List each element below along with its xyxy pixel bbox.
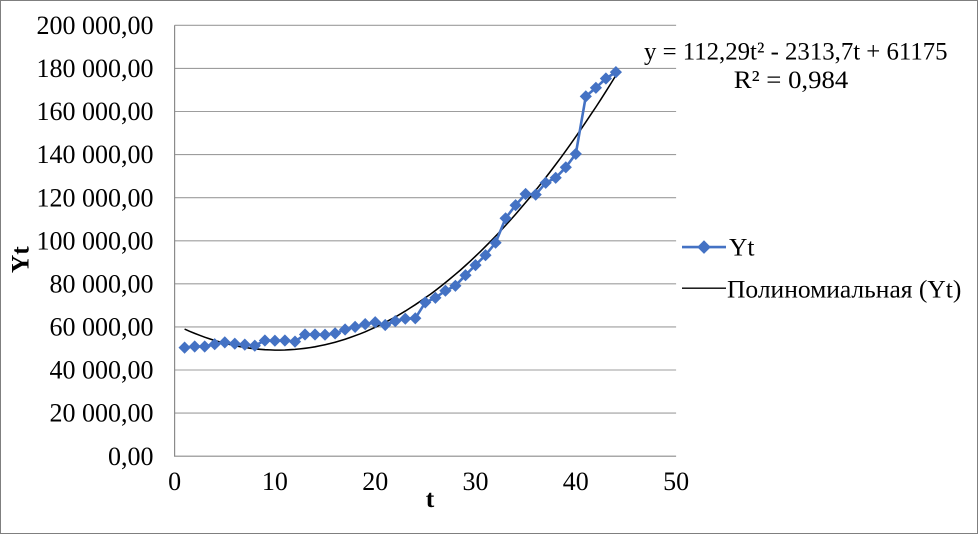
svg-text:20 000,00: 20 000,00: [50, 399, 154, 428]
svg-text:40 000,00: 40 000,00: [50, 356, 154, 385]
svg-text:180 000,00: 180 000,00: [37, 54, 154, 83]
svg-text:t: t: [426, 484, 435, 513]
svg-text:Yt: Yt: [729, 233, 755, 262]
svg-text:0: 0: [168, 467, 181, 496]
svg-text:50: 50: [663, 467, 689, 496]
svg-text:160 000,00: 160 000,00: [37, 97, 154, 126]
svg-text:60 000,00: 60 000,00: [50, 313, 154, 342]
svg-text:Полиномиальная (Yt): Полиномиальная (Yt): [727, 274, 961, 303]
svg-text:30: 30: [463, 467, 489, 496]
svg-text:10: 10: [262, 467, 288, 496]
svg-text:140 000,00: 140 000,00: [37, 140, 154, 169]
svg-text:80 000,00: 80 000,00: [50, 269, 154, 298]
svg-text:20: 20: [362, 467, 388, 496]
svg-text:120 000,00: 120 000,00: [37, 183, 154, 212]
svg-text:Yt: Yt: [6, 246, 35, 273]
svg-text:200 000,00: 200 000,00: [37, 11, 154, 40]
svg-text:R² = 0,984: R² = 0,984: [734, 67, 849, 94]
svg-text:y = 112,29t² - 2313,7t + 61175: y = 112,29t² - 2313,7t + 61175: [644, 39, 948, 66]
svg-text:40: 40: [563, 467, 589, 496]
svg-text:0,00: 0,00: [108, 442, 154, 471]
svg-text:100 000,00: 100 000,00: [37, 226, 154, 255]
